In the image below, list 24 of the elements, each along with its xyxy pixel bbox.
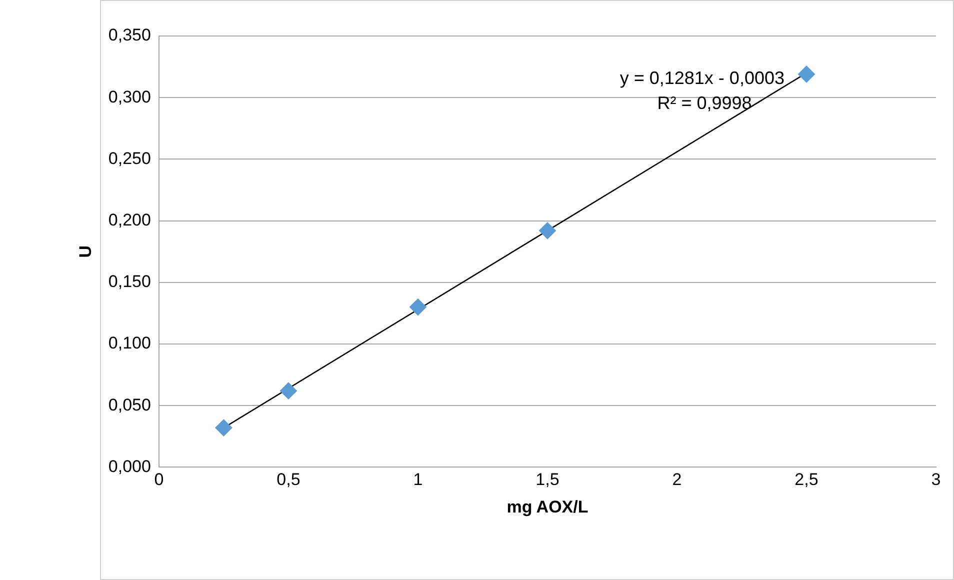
- y-tick-label: 0,000: [108, 456, 151, 476]
- x-tick-label: 2: [672, 470, 682, 490]
- x-tick-label: 0: [154, 470, 164, 490]
- x-tick-label: 1,5: [536, 470, 560, 490]
- y-tick-label: 0,300: [108, 87, 151, 106]
- annotation: R² = 0,9998: [657, 92, 752, 113]
- annotation: y = 0,1281x - 0,0003: [620, 68, 784, 88]
- point: [409, 298, 426, 316]
- y-tick-label: 0,250: [108, 148, 151, 168]
- y-tick-label: 0,200: [108, 210, 151, 230]
- y-tick-label: 0,150: [108, 272, 151, 292]
- x-tick-label: 1: [413, 470, 423, 490]
- y-tick-label: 0,350: [108, 26, 151, 45]
- x-tick-label: 3: [931, 470, 941, 490]
- x-tick-label: 2,5: [794, 470, 818, 490]
- x-axis-title: mg AOX/L: [506, 497, 588, 516]
- point: [215, 419, 232, 436]
- y-axis-title: U: [76, 245, 95, 258]
- point: [538, 222, 556, 240]
- point: [798, 66, 815, 83]
- point: [280, 382, 297, 400]
- y-tick-label: 0,050: [108, 395, 151, 414]
- x-tick-label: 0,5: [276, 470, 300, 490]
- y-tick-label: 0,100: [108, 334, 151, 353]
